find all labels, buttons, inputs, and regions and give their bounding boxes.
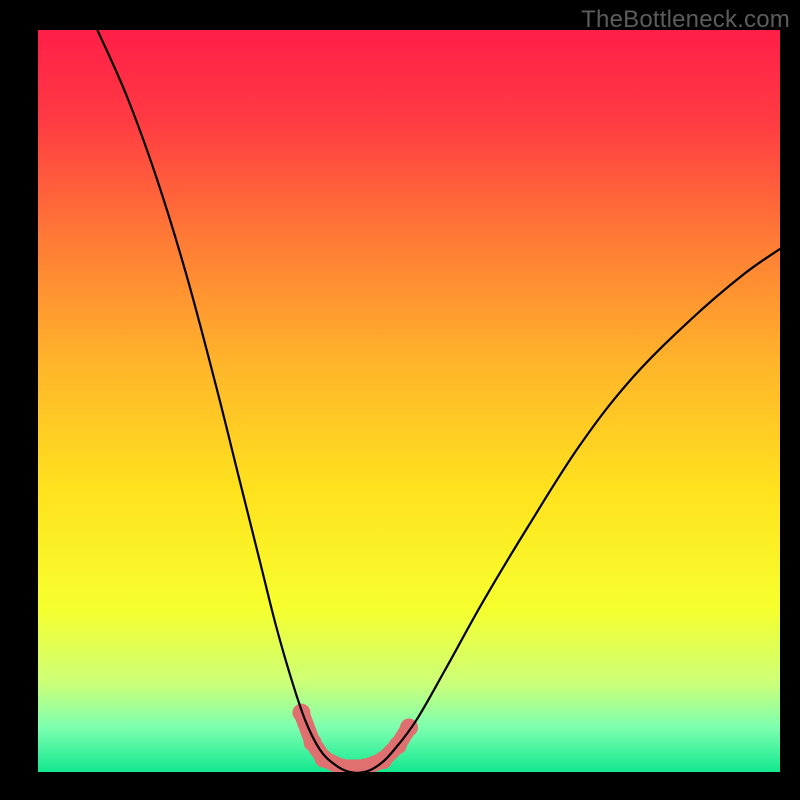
chart-svg [38, 30, 780, 772]
chart-plot-area [38, 30, 780, 772]
trough-marker-dot [315, 750, 333, 768]
watermark-label: TheBottleneck.com [581, 6, 790, 34]
gradient-background [38, 30, 780, 772]
